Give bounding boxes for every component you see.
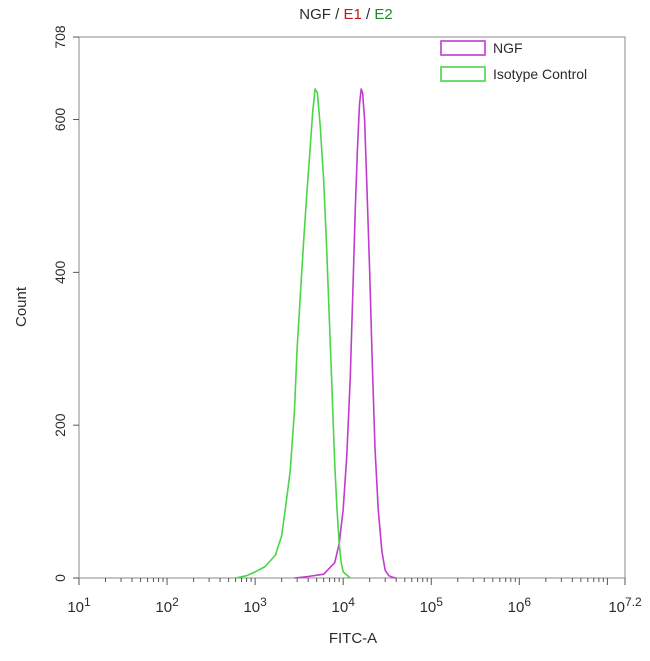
- x-tick-label: 107.2: [608, 595, 642, 616]
- title-part-0: NGF: [299, 6, 331, 23]
- x-tick-exponent: 7.2: [625, 595, 642, 609]
- x-tick-exponent: 2: [172, 595, 179, 609]
- x-tick-base: 10: [155, 599, 172, 616]
- legend: NGF Isotype Control: [440, 40, 587, 82]
- title-part-4: E2: [374, 6, 392, 23]
- legend-label: NGF: [493, 40, 523, 56]
- x-tick-exponent: 6: [524, 595, 531, 609]
- x-tick-base: 10: [67, 599, 84, 616]
- x-tick-base: 10: [420, 599, 437, 616]
- series-layer: [235, 88, 397, 579]
- x-tick-label: 103: [243, 595, 267, 616]
- chart-title: NGF / E1 / E2: [299, 6, 392, 23]
- x-tick-label: 104: [332, 595, 356, 616]
- x-tick-label: 102: [155, 595, 179, 616]
- title-part-1: /: [331, 6, 344, 23]
- y-tick-label: 200: [52, 413, 68, 437]
- x-tick-exponent: 3: [260, 595, 267, 609]
- y-tick-label: 600: [52, 108, 68, 132]
- y-tick-label: 0: [52, 574, 68, 582]
- y-tick-label: 708: [52, 25, 68, 49]
- title-part-2: E1: [343, 6, 361, 23]
- x-tick-label: 106: [508, 595, 532, 616]
- legend-swatch: [440, 40, 486, 56]
- x-tick-exponent: 4: [348, 595, 355, 609]
- x-tick-label: 105: [420, 595, 444, 616]
- legend-swatch: [440, 66, 486, 82]
- x-tick-label: 101: [67, 595, 91, 616]
- legend-label: Isotype Control: [493, 66, 587, 82]
- x-tick-base: 10: [608, 599, 625, 616]
- x-tick-exponent: 1: [84, 595, 91, 609]
- y-axis-label: Count: [13, 286, 30, 327]
- x-axis-ticks: 101 102 103 104 105 106 107.2: [67, 578, 642, 616]
- y-axis-ticks: 0 200 400 600 708: [52, 25, 79, 582]
- title-part-3: /: [362, 6, 375, 23]
- y-tick-label: 400: [52, 260, 68, 284]
- x-tick-exponent: 5: [436, 595, 443, 609]
- x-axis-label: FITC-A: [329, 630, 377, 647]
- series-line-isotype-control: [235, 88, 351, 579]
- x-tick-base: 10: [508, 599, 525, 616]
- x-tick-base: 10: [332, 599, 349, 616]
- x-tick-base: 10: [243, 599, 260, 616]
